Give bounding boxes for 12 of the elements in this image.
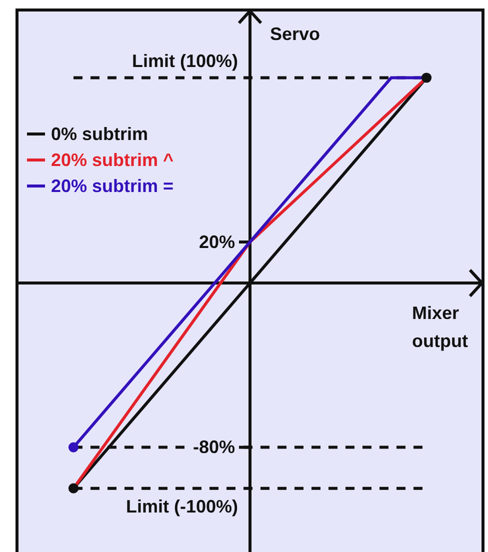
x-axis-title: Mixer output xyxy=(412,303,468,352)
ref-line-label: Limit (-100%) xyxy=(126,496,238,516)
point xyxy=(421,72,432,83)
ref-line-label: Limit (100%) xyxy=(132,50,238,71)
legend-label: 20% subtrim = xyxy=(51,176,174,196)
point xyxy=(68,442,79,452)
point xyxy=(68,483,79,494)
y-tick-label: 20% xyxy=(198,232,235,252)
y-tick-label: -80% xyxy=(192,437,235,458)
legend-label: 0% subtrim xyxy=(51,124,148,144)
legend-label: 20% subtrim ^ xyxy=(51,150,174,170)
y-axis-title: Servo xyxy=(270,24,320,44)
